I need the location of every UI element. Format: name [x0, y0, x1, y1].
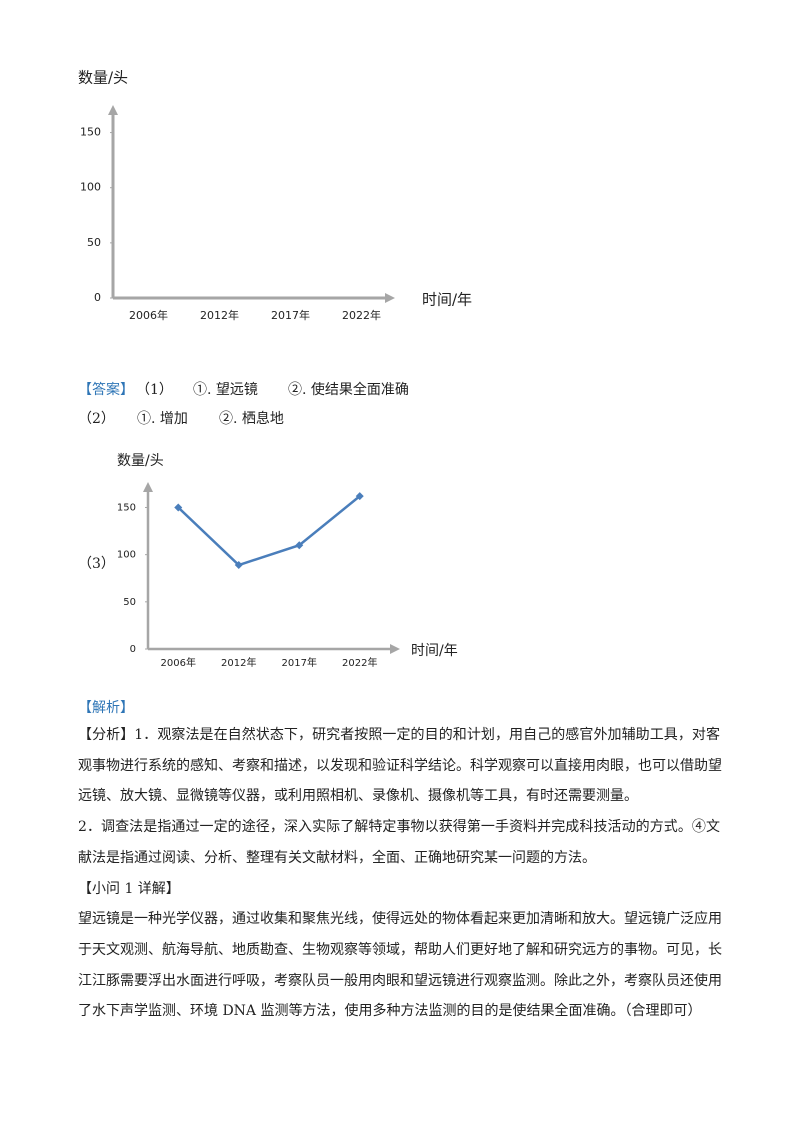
- x-tick-label: 2022年: [342, 656, 377, 669]
- text-line: 远镜、放大镜、显微镜等仪器，或利用照相机、录像机、摄像机等工具，有时还需要测量。: [78, 788, 638, 805]
- y-tick-label: 100: [117, 550, 136, 561]
- text-line: 观事物进行系统的感知、考察和描述，以发现和验证科学结论。科学观察可以直接用肉眼，…: [78, 757, 722, 774]
- data-point: [174, 503, 183, 512]
- axis-arrow: [143, 482, 153, 492]
- axis-arrow: [385, 293, 395, 303]
- x-tick-label: 2017年: [282, 656, 317, 669]
- text-line: 【分析】1．观察法是在自然状态下，研究者按照一定的目的和计划，用自己的感官外加辅…: [78, 727, 720, 743]
- text-line: 【小问 1 详解】: [78, 880, 180, 897]
- text-line: 献法是指通过阅读、分析、整理有关文献材料，全面、正确地研究某一问题的方法。: [78, 849, 596, 866]
- data-point: [355, 492, 364, 501]
- y-tick-label: 0: [130, 644, 136, 655]
- text-line: 2．调查法是指通过一定的途径，深入实际了解特定事物以获得第一手资料并完成科技活动…: [78, 819, 720, 836]
- x-tick-label: 2006年: [161, 656, 196, 669]
- text-line: 于天文观测、航海导航、地质勘查、生物观察等领域，帮助人们更好地了解和研究远方的事…: [78, 941, 722, 958]
- x-tick-label: 2006年: [129, 308, 168, 322]
- y-tick-label: 150: [80, 126, 101, 139]
- x-tick-label: 2012年: [200, 308, 239, 322]
- data-point: [234, 561, 243, 570]
- answer-item: ②. 使结果全面准确: [288, 382, 409, 398]
- answer-item: ①. 望远镜: [193, 382, 258, 398]
- x-tick-label: 2012年: [221, 656, 256, 669]
- text-line: 江江豚需要浮出水面进行呼吸，考察队员一般用肉眼和望远镜进行观察监测。除此之外，考…: [78, 972, 722, 989]
- x-tick-label: 2022年: [342, 308, 381, 322]
- x-axis-label: 时间/年: [411, 643, 458, 659]
- y-tick-label: 100: [80, 181, 101, 194]
- y-tick-label: 0: [94, 291, 101, 304]
- y-axis-label: 数量/头: [117, 453, 164, 469]
- data-point: [295, 541, 304, 550]
- text-line: 望远镜是一种光学仪器，通过收集和聚焦光线，使得远处的物体看起来更加清晰和放大。望…: [78, 911, 722, 928]
- question-number: （1）: [136, 382, 173, 398]
- y-tick-label: 50: [87, 236, 101, 249]
- y-tick-label: 50: [123, 597, 136, 608]
- analysis-label: 【解析】: [78, 700, 134, 716]
- y-tick-label: 150: [117, 502, 136, 513]
- data-line: [177, 495, 361, 567]
- answer-item: ②. 栖息地: [219, 411, 284, 427]
- answer-item: ①. 增加: [137, 411, 188, 427]
- y-axis-label: 数量/头: [78, 69, 128, 87]
- axis-arrow: [108, 105, 118, 115]
- axis-arrow: [390, 644, 400, 654]
- analysis-text: 【分析】1．观察法是在自然状态下，研究者按照一定的目的和计划，用自己的感官外加辅…: [78, 720, 722, 1027]
- x-tick-label: 2017年: [271, 308, 310, 322]
- question-number: （3）: [78, 556, 115, 572]
- question-number: （2）: [78, 411, 115, 427]
- x-axis-label: 时间/年: [422, 291, 472, 309]
- answer-label: 【答案】: [78, 382, 134, 398]
- text-line: 了水下声学监测、环境 DNA 监测等方法，使用多种方法监测的目的是使结果全面准确…: [78, 1003, 702, 1020]
